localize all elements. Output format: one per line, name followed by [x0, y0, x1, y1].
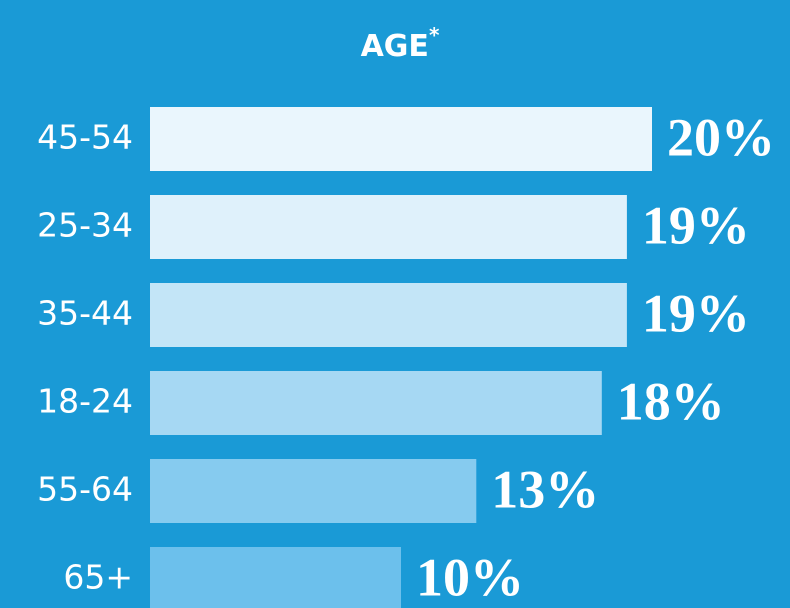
value-label: 18%: [617, 371, 725, 431]
value-label: 20%: [667, 107, 775, 167]
chart-title: AGE*: [361, 23, 440, 64]
bar: [150, 459, 477, 523]
category-label: 18-24: [37, 382, 133, 421]
bar: [150, 107, 652, 171]
bar: [150, 547, 401, 608]
bar: [150, 283, 627, 347]
value-label: 13%: [491, 459, 599, 519]
bar: [150, 195, 627, 259]
category-label: 35-44: [37, 294, 133, 333]
title-text: AGE: [361, 29, 429, 64]
title-marker: *: [429, 23, 440, 47]
value-label: 19%: [642, 283, 750, 343]
category-label: 55-64: [37, 470, 133, 509]
value-label: 19%: [642, 195, 750, 255]
category-label: 65+: [63, 558, 133, 597]
category-label: 25-34: [37, 206, 133, 245]
bar: [150, 371, 602, 435]
value-label: 10%: [416, 547, 524, 607]
category-label: 45-54: [37, 118, 133, 157]
